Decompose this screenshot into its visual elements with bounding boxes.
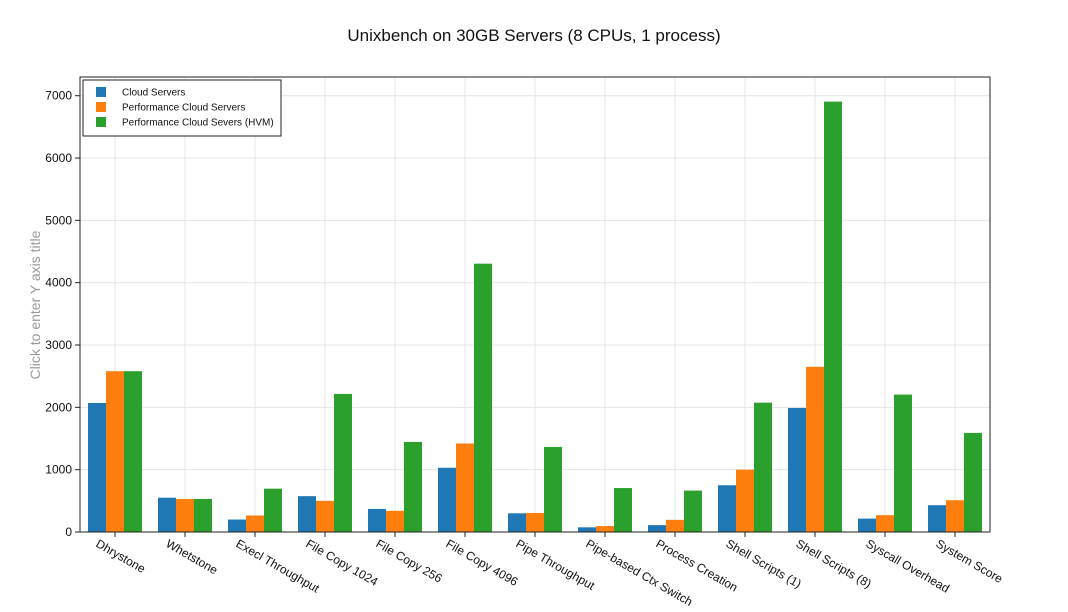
- x-tick-label: File Copy 256: [374, 536, 445, 585]
- legend-swatch[interactable]: [96, 117, 106, 127]
- bar-file-copy-256-s0: [368, 508, 386, 532]
- bar-file-copy-1024-s1: [316, 500, 334, 532]
- bar-system-score-s1: [946, 500, 964, 532]
- bar-pipe-throughput-s0: [508, 513, 526, 532]
- x-tick-label: File Copy 4096: [444, 536, 521, 589]
- bar-execl-throughput-s1: [246, 515, 264, 532]
- y-axis-ticks: 0 1000 2000 3000 4000 5000 6000 7000: [45, 89, 80, 539]
- bars: [88, 101, 982, 532]
- bar-whetstone-s1: [176, 498, 194, 532]
- bar-syscall-overhead-s2: [894, 394, 912, 532]
- y-tick-label: 7000: [45, 89, 72, 103]
- grid-lines: [80, 77, 990, 532]
- y-tick-label: 6000: [45, 151, 72, 165]
- legend-entry[interactable]: Performance Cloud Severs (HVM): [122, 118, 274, 129]
- x-tick-label: Shell Scripts (8): [794, 536, 874, 590]
- bar-file-copy-1024-s2: [334, 393, 352, 532]
- bar-process-creation-s0: [648, 525, 666, 532]
- bar-pipe-based-ctx-switch-s1: [596, 526, 614, 532]
- bar-system-score-s0: [928, 505, 946, 532]
- bar-dhrystone-s0: [88, 402, 106, 532]
- bar-file-copy-256-s1: [386, 510, 404, 532]
- bar-syscall-overhead-s0: [858, 518, 876, 532]
- y-tick-label: 4000: [45, 276, 72, 290]
- legend-entry[interactable]: Performance Cloud Servers: [122, 103, 245, 114]
- y-axis-title[interactable]: Click to enter Y axis title: [27, 230, 43, 379]
- y-tick-label: 2000: [45, 400, 72, 414]
- bar-file-copy-256-s2: [404, 441, 422, 532]
- bar-process-creation-s2: [684, 490, 702, 532]
- legend-swatch[interactable]: [96, 87, 106, 97]
- bar-shell-scripts-8--s0: [788, 407, 806, 532]
- bar-whetstone-s2: [194, 498, 212, 532]
- bar-file-copy-4096-s1: [456, 443, 474, 532]
- bar-dhrystone-s1: [106, 371, 124, 532]
- bar-pipe-throughput-s2: [544, 446, 562, 532]
- bar-execl-throughput-s2: [264, 488, 282, 532]
- bar-shell-scripts-8--s2: [824, 101, 842, 532]
- bar-shell-scripts-1--s2: [754, 402, 772, 532]
- x-tick-label: Dhrystone: [94, 536, 149, 576]
- bar-pipe-based-ctx-switch-s2: [614, 488, 632, 532]
- bar-file-copy-4096-s0: [438, 467, 456, 532]
- bar-whetstone-s0: [158, 497, 176, 532]
- bar-pipe-throughput-s1: [526, 512, 544, 532]
- y-tick-label: 3000: [45, 338, 72, 352]
- y-tick-label: 5000: [45, 213, 72, 227]
- bar-shell-scripts-8--s1: [806, 366, 824, 532]
- x-tick-label: Whetstone: [164, 536, 221, 577]
- y-tick-label: 1000: [45, 463, 72, 477]
- bar-system-score-s2: [964, 432, 982, 532]
- legend[interactable]: Cloud Servers Performance Cloud Servers Pe…: [82, 79, 282, 137]
- y-tick-label: 0: [65, 525, 72, 539]
- bar-pipe-based-ctx-switch-s0: [578, 527, 596, 532]
- bar-dhrystone-s2: [124, 371, 142, 532]
- bar-shell-scripts-1--s0: [718, 485, 736, 532]
- legend-box: [82, 79, 282, 137]
- bar-shell-scripts-1--s1: [736, 469, 754, 532]
- chart-title: Unixbench on 30GB Servers (8 CPUs, 1 pro…: [347, 26, 720, 45]
- bar-file-copy-1024-s0: [298, 496, 316, 532]
- legend-entry[interactable]: Cloud Servers: [122, 88, 185, 99]
- bar-process-creation-s1: [666, 519, 684, 532]
- legend-swatch[interactable]: [96, 102, 106, 112]
- bar-syscall-overhead-s1: [876, 515, 894, 532]
- bar-file-copy-4096-s2: [474, 263, 492, 532]
- bar-execl-throughput-s0: [228, 519, 246, 532]
